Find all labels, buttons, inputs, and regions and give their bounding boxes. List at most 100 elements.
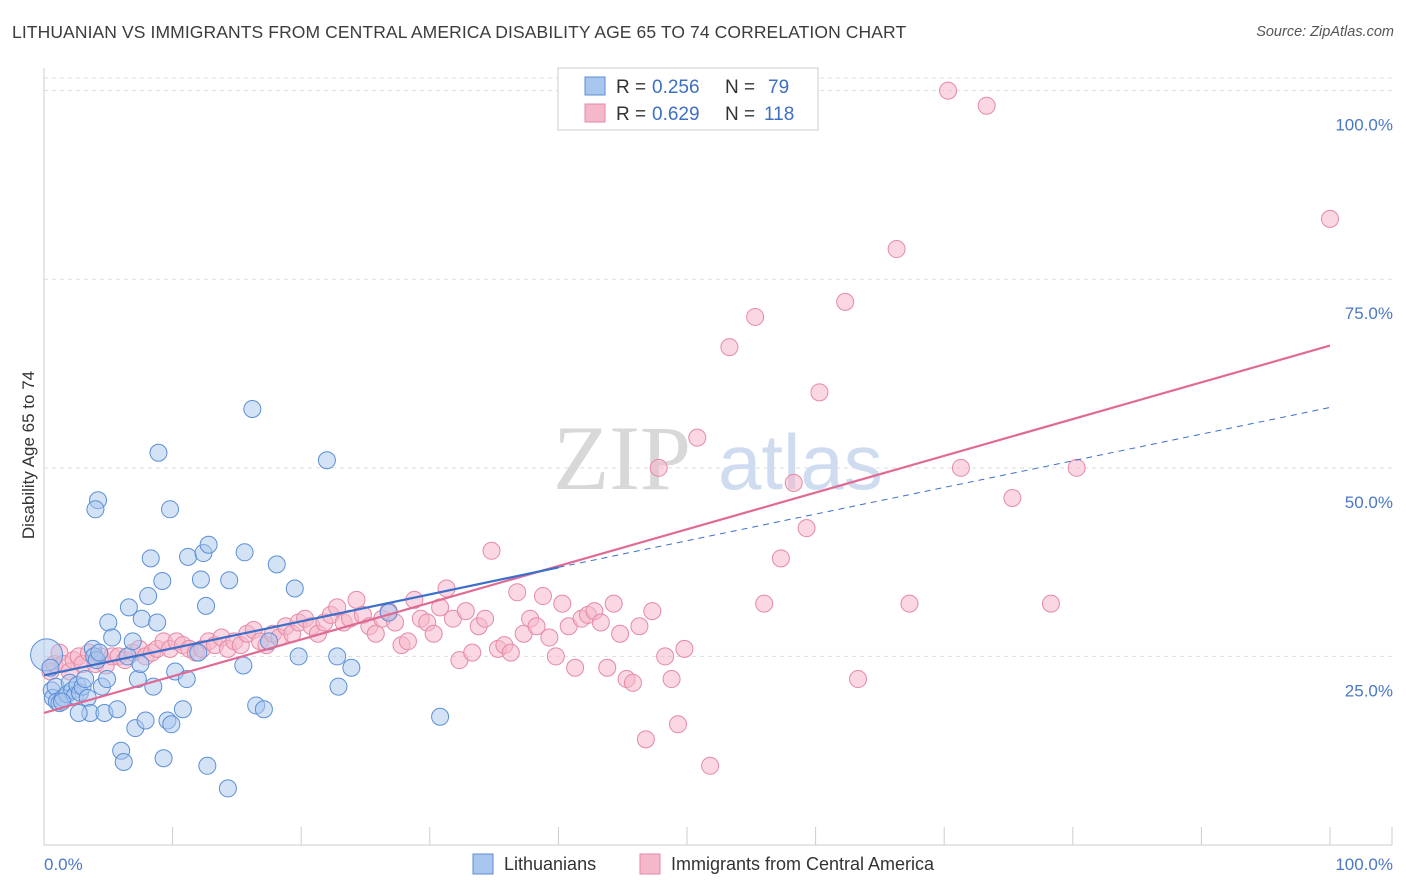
pink-point-116: [951, 458, 970, 477]
legend-r-label-1: R =: [616, 77, 646, 98]
blue-point-76: [86, 500, 105, 519]
bottom-legend-swatch-blue: [472, 853, 494, 875]
pink-point-71: [482, 541, 501, 560]
pink-point-112: [849, 670, 868, 689]
bottom-legend-swatch-pink: [639, 853, 661, 875]
pink-point-114: [900, 594, 919, 613]
pink-point-117: [977, 96, 996, 115]
pink-point-105: [746, 307, 765, 326]
axes: [43, 68, 1393, 846]
pink-point-120: [1067, 458, 1086, 477]
blue-point-68: [289, 647, 308, 666]
pink-point-100: [668, 715, 687, 734]
blue-point-61: [235, 543, 254, 562]
pink-point-84: [566, 658, 585, 677]
blue-point-26: [103, 628, 122, 647]
legend-n-label-1: N =: [725, 77, 755, 98]
blue-point-64: [254, 700, 273, 719]
y-tick-label-0: 25.0%: [1345, 681, 1393, 700]
pink-point-109: [797, 519, 816, 538]
y-tick-label-3: 100.0%: [1335, 116, 1393, 135]
x-tick-labels: 0.0% 100.0%: [44, 855, 1393, 874]
pink-point-110: [810, 383, 829, 402]
pink-point-91: [611, 624, 630, 643]
pink-point-111: [836, 292, 855, 311]
y-tick-label-1: 50.0%: [1345, 493, 1393, 512]
pink-point-78: [527, 617, 546, 636]
blue-point-55: [197, 596, 216, 615]
x-tick-label-1: 100.0%: [1335, 855, 1393, 874]
blue-point-39: [141, 549, 160, 568]
pink-point-95: [636, 730, 655, 749]
blue-point-56: [198, 756, 217, 775]
pink-point-68: [463, 643, 482, 662]
pink-point-47: [328, 598, 347, 617]
blue-point-46: [161, 500, 180, 519]
legend-swatch-pink: [584, 103, 606, 123]
pink-point-99: [662, 670, 681, 689]
pink-point-70: [476, 609, 495, 628]
watermark-zip: ZIP: [553, 407, 691, 509]
legend-box: R = 0.256 N = 79 R = 0.629 N = 118: [557, 67, 819, 131]
pink-point-118: [1003, 488, 1022, 507]
watermark-atlas: atlas: [718, 418, 883, 506]
blue-point-74: [431, 707, 450, 726]
blue-point-37: [136, 711, 155, 730]
blue-point-47: [162, 715, 181, 734]
chart-title: LITHUANIAN VS IMMIGRANTS FROM CENTRAL AM…: [12, 22, 907, 42]
legend-n-value-2: 118: [764, 104, 794, 125]
x-tick-label-0: 0.0%: [44, 855, 83, 874]
pink-point-53: [366, 624, 385, 643]
blue-point-60: [234, 656, 253, 675]
legend-n-label-2: N =: [725, 104, 755, 125]
blue-point-44: [154, 749, 173, 768]
pink-point-81: [546, 647, 565, 666]
blue-point-78: [69, 703, 88, 722]
blue-point-62: [243, 399, 262, 418]
blue-point-71: [329, 677, 348, 696]
legend-r-value-1: 0.256: [652, 77, 700, 98]
blue-point-69: [317, 451, 336, 470]
pink-point-97: [649, 458, 668, 477]
pink-point-62: [424, 624, 443, 643]
pink-point-75: [508, 583, 527, 602]
pink-point-79: [533, 587, 552, 606]
blue-point-36: [132, 609, 151, 628]
pink-point-74: [501, 643, 520, 662]
blue-point-58: [218, 779, 237, 798]
blue-point-31: [119, 598, 138, 617]
blue-point-51: [179, 547, 198, 566]
blue-point-70: [328, 647, 347, 666]
pink-point-119: [1041, 594, 1060, 613]
blue-point-35: [131, 654, 150, 673]
bottom-legend-label-central-america: Immigrants from Central America: [671, 854, 935, 874]
source-label: Source: ZipAtlas.com: [1256, 24, 1394, 40]
legend-n-value-1: 79: [768, 77, 789, 98]
grid-lines: [44, 77, 1392, 657]
blue-point-41: [148, 613, 167, 632]
pink-point-106: [755, 594, 774, 613]
pink-point-121: [1321, 209, 1339, 228]
blue-point-52: [189, 643, 208, 662]
blue-point-53: [191, 570, 210, 589]
watermark: ZIP atlas: [553, 407, 883, 509]
blue-point-49: [173, 700, 192, 719]
blue-point-29: [114, 753, 133, 772]
pink-point-67: [456, 602, 475, 621]
blue-point-21: [90, 643, 109, 662]
blue-point-72: [342, 658, 361, 677]
bottom-legend: Lithuanians Immigrants from Central Amer…: [472, 853, 935, 875]
pink-point-115: [939, 81, 958, 100]
blue-point-42: [149, 443, 168, 462]
pink-point-90: [604, 594, 623, 613]
pink-point-108: [784, 473, 803, 492]
y-axis-label: Disability Age 65 to 74: [19, 371, 38, 539]
blue-point-43: [153, 571, 172, 590]
pink-point-50: [347, 590, 366, 609]
bottom-legend-label-lithuanians: Lithuanians: [504, 854, 596, 874]
blue-series-points: [30, 399, 450, 798]
pink-trend-line: [43, 344, 1331, 715]
pink-point-82: [553, 594, 572, 613]
blue-trend-line: [43, 566, 559, 677]
